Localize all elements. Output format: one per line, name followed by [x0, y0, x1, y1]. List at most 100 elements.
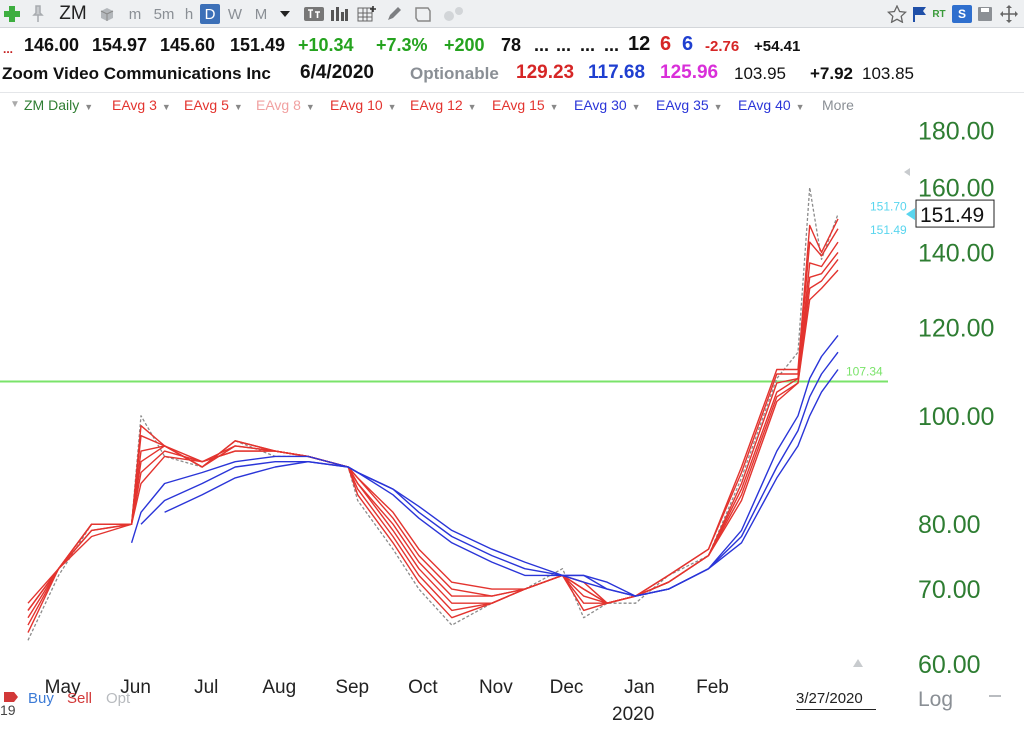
chevron-down-icon: ▼ — [713, 102, 723, 112]
current-date-label: 3/27/2020 — [796, 690, 876, 710]
indicator-legend: ▼ ZM Daily ▼ EAvg 3 ▼ EAvg 5 ▼ EAvg 8 ▼ EAvg 10 ▼… — [0, 92, 1024, 116]
timeframe-daily[interactable]: D — [200, 4, 220, 24]
legend-label: EAvg 15 — [492, 97, 545, 113]
pos-value: +54.41 — [754, 38, 801, 55]
level-line-label: 107.34 — [846, 364, 883, 378]
legend-item-eavg-12[interactable]: EAvg 12 ▼ — [410, 97, 477, 113]
month-tick-label: May — [45, 677, 81, 698]
series-line-eavg-35 — [140, 351, 839, 597]
pin-icon[interactable] — [30, 4, 46, 24]
save-icon[interactable] — [976, 4, 994, 24]
chevron-down-icon: ▼ — [387, 102, 397, 112]
add-symbol-icon[interactable] — [2, 4, 22, 24]
opt-button[interactable]: Opt — [106, 690, 131, 707]
year-label: 2020 — [612, 704, 655, 725]
timeframe-5m[interactable]: 5m — [153, 5, 175, 23]
chevron-down-icon: ▼ — [305, 102, 315, 112]
toolbar: ZM m 5m h D W M — [0, 0, 1024, 28]
flag-icon[interactable] — [910, 4, 930, 24]
grid-add-icon[interactable] — [356, 4, 378, 24]
dots-4: ... — [604, 35, 620, 55]
price-marker-low-label: 151.49 — [870, 223, 907, 237]
sell-button[interactable]: Sell — [67, 690, 93, 707]
star-icon[interactable] — [886, 4, 908, 24]
legend-item-eavg-30[interactable]: EAvg 30 ▼ — [574, 97, 641, 113]
symbol-box[interactable]: ZM — [59, 3, 87, 24]
move-icon[interactable] — [998, 4, 1020, 24]
optionable-label: Optionable — [410, 64, 499, 83]
series-line-eavg-10 — [27, 251, 839, 611]
month-tick-label: Jun — [120, 677, 151, 698]
price-tick-label: 120.00 — [918, 314, 994, 342]
marker-group: 151.70 151.49 151.49 — [870, 168, 995, 237]
legend-item-eavg-5[interactable]: EAvg 5 ▼ — [184, 97, 243, 113]
minus-icon[interactable] — [988, 688, 1002, 706]
legend-label: EAvg 3 — [112, 97, 157, 113]
value-blue: 117.68 — [588, 62, 646, 83]
legend-item-eavg-35[interactable]: EAvg 35 ▼ — [656, 97, 723, 113]
s-icon[interactable]: S — [952, 5, 972, 23]
series-line-zm-daily — [27, 186, 839, 641]
dots-3: ... — [580, 35, 596, 55]
level-line-group: 107.34 — [0, 364, 888, 383]
chevron-down-icon[interactable] — [278, 4, 292, 24]
note-icon[interactable] — [412, 4, 434, 24]
chevron-down-icon: ▼ — [84, 102, 94, 112]
legend-label: EAvg 10 — [330, 97, 383, 113]
change-value: +10.34 — [298, 35, 354, 55]
scroll-marker-icon — [904, 168, 910, 176]
timeframe-monthly[interactable]: M — [254, 5, 268, 23]
timeframe-1m[interactable]: m — [128, 5, 142, 23]
price-marker-high-label: 151.70 — [870, 199, 907, 213]
legend-item-zm-daily[interactable]: ZM Daily ▼ — [24, 97, 93, 113]
legend-item-eavg-3[interactable]: EAvg 3 ▼ — [112, 97, 171, 113]
legend-label: EAvg 8 — [256, 97, 301, 113]
legend-item-eavg-15[interactable]: EAvg 15 ▼ — [492, 97, 559, 113]
month-tick-label: Oct — [408, 677, 438, 698]
pencil-icon[interactable] — [384, 4, 404, 24]
count-blue: 6 — [682, 33, 694, 55]
open-value: 146.00 — [24, 35, 80, 55]
last-price-label: 151.49 — [920, 204, 984, 227]
price-tick-label: 70.00 — [918, 576, 981, 604]
neg-value: -2.76 — [705, 38, 740, 55]
legend-item-eavg-40[interactable]: EAvg 40 ▼ — [738, 97, 805, 113]
legend-label: EAvg 12 — [410, 97, 463, 113]
price-chart[interactable]: 180.00 160.00 140.00 120.00 100.00 80.00 70.00… — [0, 116, 1024, 731]
value-plain-2: 103.85 — [862, 64, 914, 83]
rt-icon[interactable]: RT — [932, 8, 946, 20]
log-toggle[interactable]: Log — [918, 688, 954, 711]
series-line-eavg-8 — [27, 241, 839, 619]
bar-chart-icon[interactable] — [328, 4, 350, 24]
timeframe-hourly[interactable]: h — [184, 5, 194, 23]
price-tick-label: 140.00 — [918, 239, 994, 267]
prefix-dots: ... — [3, 42, 14, 56]
legend-item-eavg-8[interactable]: EAvg 8 ▼ — [256, 97, 315, 113]
month-tick-label: Feb — [696, 677, 729, 698]
buy-button[interactable]: Buy — [28, 690, 54, 707]
count-red: 6 — [660, 33, 672, 55]
month-tick-label: Jul — [194, 677, 218, 698]
value-magenta: 125.96 — [660, 62, 719, 83]
dots-2: ... — [556, 35, 572, 55]
series-line-eavg-30 — [130, 334, 839, 597]
value-78: 78 — [501, 35, 522, 55]
price-tick-label: 180.00 — [918, 117, 994, 145]
price-tick-label: 160.00 — [918, 175, 994, 203]
value-change: +7.92 — [810, 64, 854, 83]
timeframe-weekly[interactable]: W — [227, 5, 243, 23]
trade-icon[interactable] — [2, 690, 20, 709]
legend-item-eavg-10[interactable]: EAvg 10 ▼ — [330, 97, 397, 113]
chevron-down-icon: ▼ — [233, 102, 243, 112]
value-red: 129.23 — [516, 62, 575, 83]
circles-icon[interactable] — [440, 4, 470, 24]
price-tick-label: 60.00 — [918, 651, 981, 679]
price-axis: 180.00 160.00 140.00 120.00 100.00 80.00 70.00… — [918, 117, 994, 679]
series-line-eavg-12 — [27, 258, 839, 611]
scroll-up-icon[interactable] — [852, 655, 864, 673]
legend-item-more[interactable]: More — [822, 97, 854, 113]
quote-row: ... 146.00 154.97 145.60 151.49 +10.34 +… — [0, 33, 1024, 59]
chart-type-icon[interactable] — [302, 4, 326, 24]
cube-icon[interactable] — [96, 4, 118, 24]
price-tick-label: 80.00 — [918, 511, 981, 539]
